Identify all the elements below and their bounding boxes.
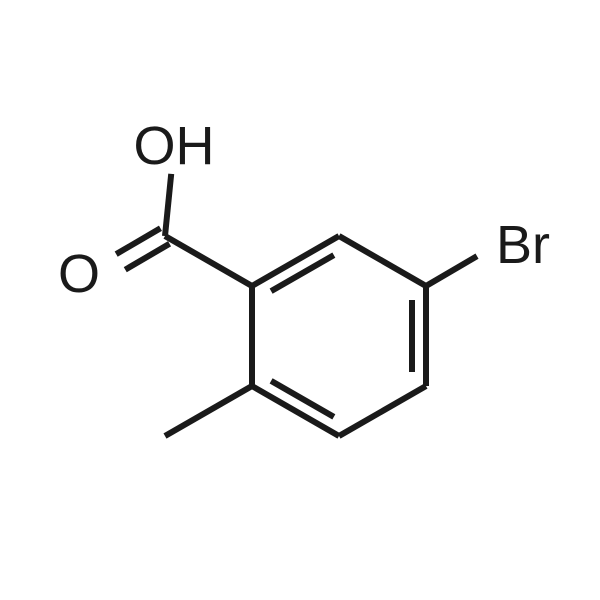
atom-label-br: Br [496,215,550,275]
atom-label-o1: O [58,244,100,304]
molecule-diagram: O OH Br [0,0,600,600]
atom-label-o2: OH [134,116,215,176]
